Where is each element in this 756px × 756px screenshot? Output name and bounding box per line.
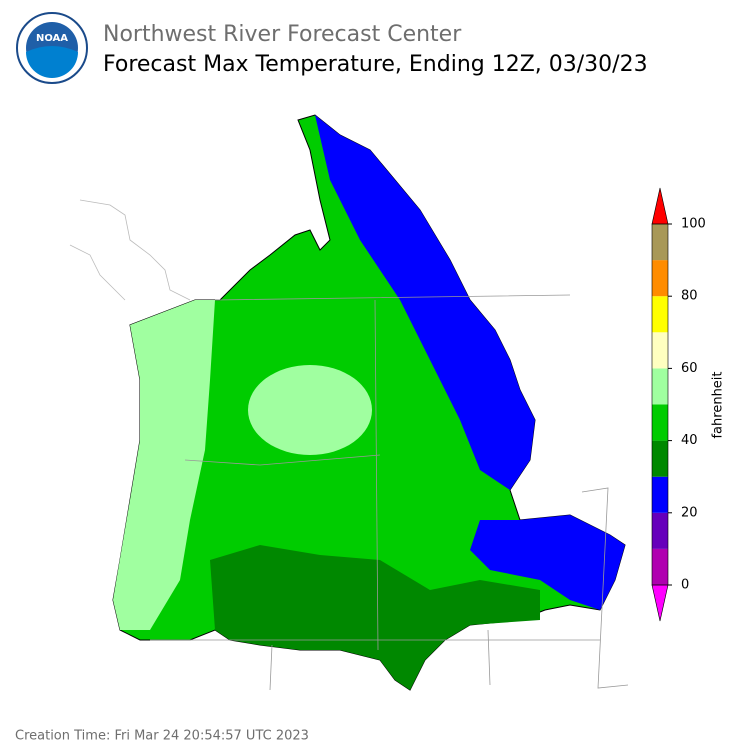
noaa-logo: NOAA bbox=[16, 12, 88, 84]
cold-zone bbox=[470, 515, 625, 610]
logo-text: NOAA bbox=[36, 33, 68, 44]
colorbar-segment bbox=[652, 440, 668, 477]
colorbar-tick-label: 60 bbox=[681, 361, 698, 376]
colorbar-frame bbox=[651, 223, 669, 586]
title: Forecast Max Temperature, Ending 12Z, 03… bbox=[103, 52, 648, 77]
logo-wave bbox=[26, 46, 78, 78]
map bbox=[69, 114, 629, 691]
colorbar-segment bbox=[652, 224, 668, 261]
colorbar-tick-label: 100 bbox=[681, 217, 706, 232]
coastal-zone bbox=[113, 300, 215, 630]
basin-zone bbox=[248, 365, 372, 455]
colorbar-segment bbox=[652, 368, 668, 405]
creation-time: Creation Time: Fri Mar 24 20:54:57 UTC 2… bbox=[15, 729, 309, 744]
colorbar-label: fahrenheit bbox=[711, 371, 726, 438]
colorbar-segment bbox=[652, 260, 668, 297]
coastline bbox=[69, 199, 191, 301]
cold-zone bbox=[315, 115, 535, 490]
colorbar-segment bbox=[652, 476, 668, 513]
state-borders bbox=[150, 294, 629, 691]
cool-zone bbox=[210, 545, 540, 690]
colorbar-segment bbox=[652, 404, 668, 441]
colorbar-segment bbox=[652, 512, 668, 549]
colorbar-segment bbox=[652, 296, 668, 333]
colorbar-tick-label: 80 bbox=[681, 289, 698, 304]
organization: Northwest River Forecast Center bbox=[103, 22, 462, 47]
colorbar-tick-label: 0 bbox=[681, 578, 689, 593]
colorbar-tick-label: 40 bbox=[681, 433, 698, 448]
colorbar-segment bbox=[652, 548, 668, 585]
colorbar: 0 20 40 60 80 100 bbox=[651, 187, 706, 622]
colorbar-segment bbox=[652, 332, 668, 369]
colorbar-tick-label: 20 bbox=[681, 505, 698, 520]
